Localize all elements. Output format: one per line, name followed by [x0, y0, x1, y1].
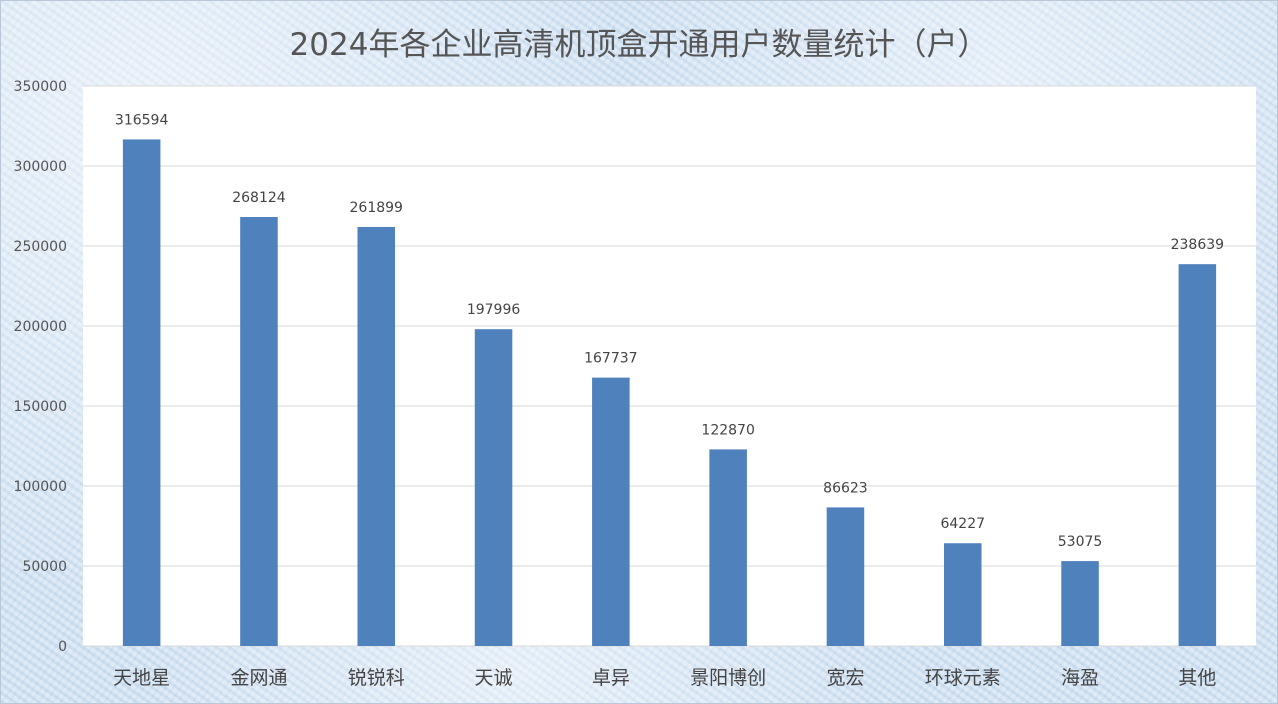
- bar: [592, 377, 630, 646]
- x-category-label: 卓异: [592, 667, 630, 689]
- y-tick-label: 200000: [14, 319, 67, 335]
- x-category-label: 天诚: [475, 667, 513, 689]
- data-label: 122870: [701, 422, 754, 438]
- y-tick-label: 250000: [14, 239, 67, 255]
- data-label: 53075: [1058, 534, 1103, 550]
- chart-title: 2024年各企业高清机顶盒开通用户数量统计（户）: [289, 27, 989, 63]
- y-tick-label: 50000: [22, 559, 67, 575]
- y-tick-label: 350000: [14, 79, 67, 95]
- data-label: 261899: [350, 200, 403, 216]
- bars: [122, 139, 1217, 647]
- y-tick-label: 0: [58, 639, 67, 655]
- x-category-label: 锐锐科: [348, 667, 405, 689]
- bar: [240, 217, 278, 647]
- x-category-label: 金网通: [230, 667, 287, 689]
- x-category-label: 其他: [1178, 667, 1216, 689]
- data-label: 238639: [1171, 237, 1224, 253]
- data-label: 316594: [115, 112, 169, 128]
- bar: [943, 543, 982, 646]
- x-category-label: 天地星: [113, 667, 170, 689]
- data-label: 64227: [940, 516, 985, 532]
- x-category-label: 宽宏: [826, 667, 864, 689]
- y-tick-label: 150000: [14, 399, 67, 415]
- bar: [122, 139, 161, 647]
- data-labels: 316594 268124 261899 197996 167737 122870 8662…: [115, 112, 1224, 550]
- bar: [1061, 561, 1099, 646]
- bar: [826, 507, 865, 646]
- gridlines: [83, 85, 1256, 647]
- data-label: 268124: [232, 190, 286, 206]
- bar: [357, 226, 396, 646]
- bar: [1178, 264, 1217, 646]
- x-axis: 天地星 金网通 锐锐科 天诚 卓异 景阳博创 宽宏 环球元素 海盈 其他: [113, 667, 1216, 689]
- bar: [709, 449, 747, 646]
- x-category-label: 海盈: [1061, 667, 1099, 689]
- x-category-label: 环球元素: [925, 667, 1001, 689]
- data-label: 197996: [467, 302, 521, 318]
- x-category-label: 景阳博创: [690, 667, 766, 689]
- y-axis: 0 50000 100000 150000 200000 250000 300000 3500…: [14, 79, 67, 655]
- data-label: 86623: [823, 480, 868, 496]
- bar: [474, 329, 513, 646]
- y-tick-label: 100000: [14, 479, 67, 495]
- y-tick-label: 300000: [14, 159, 67, 175]
- plot-area: [83, 86, 1256, 646]
- data-label: 167737: [584, 351, 637, 367]
